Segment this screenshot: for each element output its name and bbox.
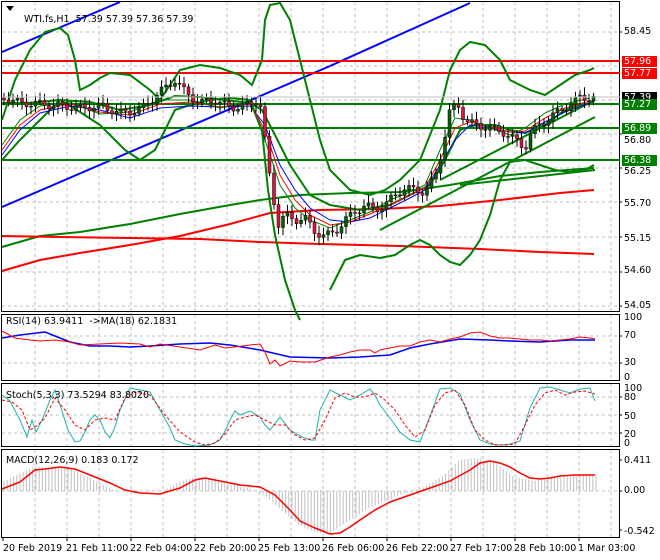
bollinger-lower [1, 96, 301, 321]
time-axis-label: 28 Feb 10:00 [514, 543, 577, 554]
stoch-axis-label: 50 [624, 411, 637, 422]
price-axis-label: 55.70 [624, 198, 652, 209]
chart-menu-arrow-icon[interactable] [6, 6, 14, 11]
grid-lines [2, 2, 619, 537]
time-axis-label: 1 Mar 03:00 [578, 543, 636, 554]
stoch-axis-label: 0 [624, 438, 631, 449]
current-price-tag: 57.39 [622, 92, 657, 103]
rsi-pane [1, 330, 596, 367]
stoch-main-line [1, 386, 596, 447]
time-axis-label: 21 Feb 11:00 [66, 543, 129, 554]
main-price-pane [1, 1, 620, 321]
macd-axis-label: 0.411 [624, 455, 652, 466]
rsi-ma-line [1, 331, 595, 359]
stoch-axis-label: 100 [624, 383, 643, 394]
stoch-signal-line [1, 389, 596, 446]
trendline-blue-2[interactable] [1, 65, 331, 208]
support-tag-3: 56.38 [622, 155, 657, 166]
time-axis-label: 27 Feb 17:00 [450, 543, 513, 554]
price-axis-label: 54.05 [624, 300, 652, 311]
trendline-blue[interactable] [1, 1, 121, 53]
bollinger-upper [1, 1, 595, 197]
macd-axis-label: -0.542 [624, 526, 655, 537]
candlesticks[interactable] [2, 75, 596, 246]
trendline-blue-3[interactable] [329, 2, 471, 67]
stoch-title: Stoch(5,3,3) 73.5294 83.8020 [6, 390, 150, 401]
rsi-line [1, 330, 596, 367]
price-axis-label: 58.45 [624, 26, 652, 37]
trend-channel-lower[interactable] [379, 116, 596, 231]
time-axis-label: 26 Feb 06:00 [322, 543, 385, 554]
ma-slow-blue [1, 102, 591, 223]
bollinger-upper-long [1, 167, 595, 248]
rsi-axis-label: 70 [624, 330, 637, 341]
macd-pane [1, 458, 597, 535]
time-axis-label: 25 Feb 13:00 [258, 543, 321, 554]
axis-ticks [2, 31, 622, 541]
price-axis-label: 56.25 [624, 166, 652, 177]
time-axis-label: 22 Feb 20:00 [194, 543, 257, 554]
rsi-axis-label: 30 [624, 357, 637, 368]
chart-title: WTI.fs,H1 57.39 57.39 57.36 57.39 [18, 3, 193, 25]
time-axis-label: 22 Feb 04:00 [130, 543, 193, 554]
rsi-axis-label: 100 [624, 312, 643, 323]
time-axis-label: 26 Feb 22:00 [386, 543, 449, 554]
support-tag-1: 57.27 [622, 99, 657, 110]
ma-fast-green [1, 97, 591, 229]
ohlc-label: 57.39 57.39 57.36 57.39 [75, 14, 194, 25]
ma-long-red-upper [1, 189, 595, 272]
macd-title: MACD(12,26,9) 0.183 0.172 [6, 455, 139, 466]
rsi-title: RSI(14) 63.9411 ->MA(18) 62.1831 [6, 316, 178, 327]
price-axis-label: 56.80 [624, 135, 652, 146]
stoch-axis-label: 20 [624, 429, 637, 440]
rsi-axis-label: 0 [624, 372, 631, 383]
symbol-label: WTI.fs,H1 [24, 14, 70, 25]
support-tag-2: 56.89 [622, 123, 657, 134]
stoch-pane [1, 386, 596, 447]
macd-histogram [3, 458, 597, 534]
macd-axis-label: 0.00 [624, 485, 646, 496]
resistance-tag-2: 57.77 [622, 68, 657, 79]
bollinger-mid [2, 94, 595, 212]
macd-signal-line [1, 460, 595, 535]
price-axis-label: 55.15 [624, 233, 652, 244]
stoch-axis-label: 80 [624, 392, 637, 403]
ma-long-red-lower [1, 235, 595, 255]
time-axis-label: 20 Feb 2019 [3, 543, 63, 554]
resistance-tag-1: 57.96 [622, 56, 657, 67]
bollinger-lower-2 [329, 158, 595, 291]
ma-mid-red [1, 100, 591, 226]
price-axis-label: 54.60 [624, 265, 652, 276]
